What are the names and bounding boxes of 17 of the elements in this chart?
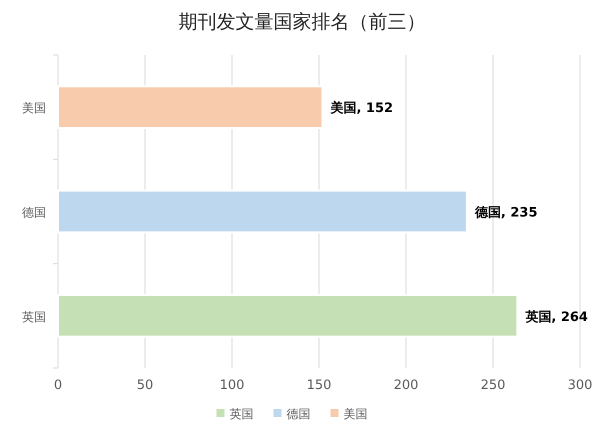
y-tick-label: 美国 [22,101,46,116]
data-label: 德国, 235 [474,206,538,220]
legend-label: 英国 [230,407,254,421]
x-tick-label: 100 [220,378,244,393]
data-label: 英国, 264 [524,310,588,325]
chart-title: 期刊发文量国家排名（前三） [178,11,426,33]
y-tick-label: 德国 [22,206,46,220]
legend-label: 德国 [286,407,310,421]
x-tick-label: 0 [54,378,62,393]
x-tick-label: 300 [568,378,592,393]
x-tick-label: 200 [394,378,418,393]
x-tick-label: 250 [480,378,506,393]
legend-label: 美国 [344,407,368,421]
x-tick-label: 150 [306,378,332,393]
data-label: 美国, 152 [329,100,394,116]
x-tick-label: 50 [136,378,154,393]
y-tick-label: 英国 [22,310,46,324]
